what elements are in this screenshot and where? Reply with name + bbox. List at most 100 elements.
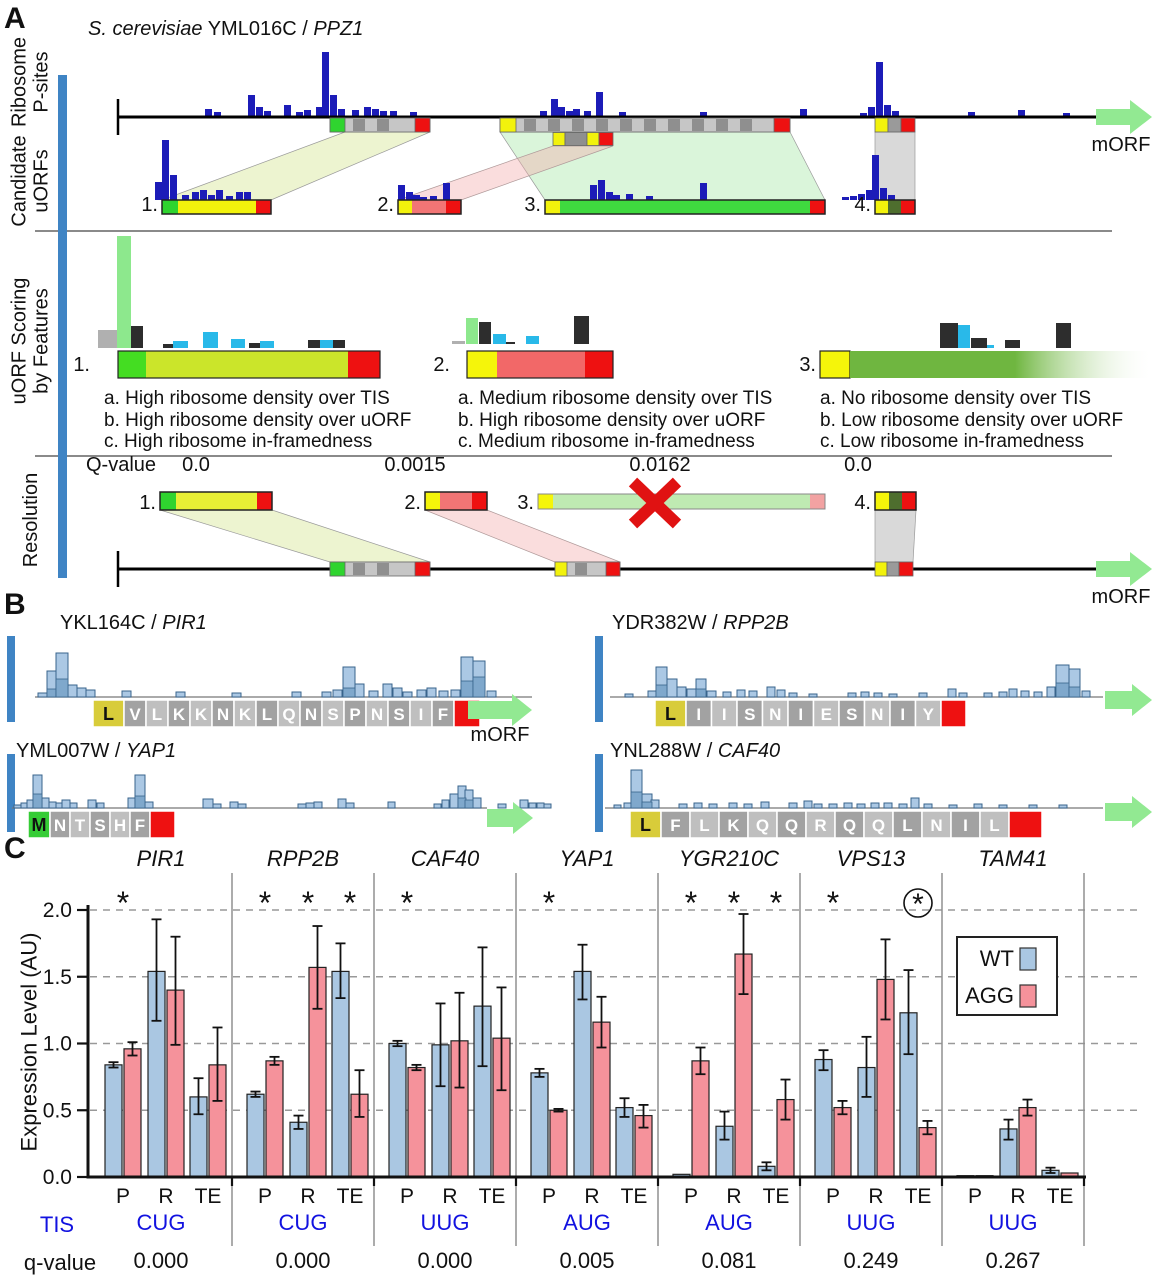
feature-line: b. Low ribosome density over uORF [820,409,1124,431]
svg-text:*: * [912,888,924,921]
svg-text:TAM41: TAM41 [978,846,1047,871]
svg-text:I: I [696,705,701,724]
gene-name: PIR1 [162,612,207,634]
feature-line: c. High ribosome in-framedness [104,431,373,452]
svg-text:R: R [584,1185,599,1208]
svg-text:I: I [963,816,968,835]
svg-text:TE: TE [1047,1185,1074,1208]
scoring-3-number: 3. [799,354,816,376]
svg-text:K: K [239,705,252,724]
svg-text:Q: Q [785,816,798,835]
svg-text:YAP1: YAP1 [559,846,614,871]
section-label-uorf-scoring: uORF Scoring by Features [8,277,53,405]
svg-text:V: V [129,705,141,724]
svg-text:S: S [94,816,105,835]
svg-text:PIR1: PIR1 [137,846,186,871]
svg-text:*: * [302,885,314,921]
section-label-resolution: Resolution [19,472,42,568]
svg-text:Q: Q [282,705,295,724]
svg-text:P: P [400,1185,414,1208]
svg-text:L: L [262,705,272,724]
gene-name: YAP1 [126,740,177,762]
scoring-2-number: 2. [433,354,450,376]
resolved-uorf-2-number: 2. [404,492,421,514]
svg-text:TE: TE [337,1185,364,1208]
section-label-candidate-uorfs: Candidate uORFs [8,135,53,227]
panel-b-label: B [4,588,26,621]
resolved-uorf-1-number: 1. [139,492,156,514]
svg-text:RPP2B: RPP2B [267,846,339,871]
qvalue-row-label: q-value [23,1250,97,1275]
candidate-uorf-2-number: 2. [377,194,394,216]
svg-text:0.5: 0.5 [43,1099,72,1122]
svg-text:*: * [344,885,356,921]
morf-label-panel-b: mORF [470,724,530,746]
svg-text:0.249: 0.249 [843,1248,898,1273]
candidate-uorf-4-number: 4. [854,194,871,216]
svg-text:TE: TE [621,1185,648,1208]
svg-text:L: L [152,705,162,724]
svg-text:0.000: 0.000 [133,1248,188,1273]
uorf-2-qvalue: 0.0015 [384,454,446,476]
svg-text:N: N [930,816,942,835]
y-axis-label: Expression Level (AU) [16,932,42,1152]
svg-text:*: * [770,885,782,921]
svg-text:F: F [670,816,680,835]
svg-text:*: * [728,885,740,921]
chart-legend: WT AGG [956,936,1058,1016]
svg-text:CUG: CUG [279,1210,328,1235]
svg-text:VPS13: VPS13 [837,846,906,871]
svg-text:L: L [699,816,709,835]
svg-text:S: S [393,705,404,724]
uorf-1-qvalue: 0.0 [182,454,210,476]
svg-text:1.5: 1.5 [43,966,72,989]
svg-text:R: R [158,1185,173,1208]
svg-text:I: I [419,705,424,724]
svg-text:L: L [902,816,912,835]
svg-text:L: L [665,704,676,724]
svg-text:M: M [32,815,47,835]
svg-text:P: P [968,1185,982,1208]
svg-text:*: * [827,885,839,921]
candidate-uorf-1-number: 1. [141,194,158,216]
svg-text:TE: TE [479,1185,506,1208]
svg-text:I: I [722,705,727,724]
ribosome-psites-track [116,52,1152,146]
svg-text:R: R [868,1185,883,1208]
svg-text:AGG: AGG [965,983,1014,1008]
scoring-3-features: a. No ribosome density over TIS b. Low r… [820,388,1123,453]
svg-text:I: I [900,705,905,724]
chart-text: PIR1 P * R TE CUG 0.000 RPP2B P * R * TE * CUG 0.000 CAF… [116,846,1073,1273]
systematic-name: YDR382W / [612,612,724,634]
gene-title: S. cerevisiae YML016C / PPZ1 [88,18,363,41]
panel-b-title-rpp2b: YDR382W / RPP2B [612,612,789,635]
uorf-3-qvalue: 0.0162 [629,454,691,476]
svg-text:P: P [116,1185,130,1208]
svg-text:AUG: AUG [563,1210,611,1235]
svg-text:*: * [685,885,697,921]
chart-error-bars [108,913,1056,1174]
feature-line: c. Low ribosome in-framedness [820,431,1084,452]
systematic-name: YKL164C / [60,612,163,634]
resolved-uorf-4-number: 4. [854,492,871,514]
svg-text:YGR210C: YGR210C [679,846,779,871]
systematic-name: YML007W / [16,740,127,762]
svg-text:0.000: 0.000 [417,1248,472,1273]
svg-text:Q: Q [843,816,856,835]
svg-text:N: N [371,705,383,724]
svg-text:N: N [305,705,317,724]
svg-text:0.005: 0.005 [559,1248,614,1273]
svg-text:TE: TE [195,1185,222,1208]
scoring-1-number: 1. [73,354,90,376]
resolution-track [116,477,1152,587]
svg-text:K: K [195,705,208,724]
feature-line: a. High ribosome density over TIS [104,388,390,409]
section-label-ribosome-psites: Ribosome P-sites [8,36,53,128]
svg-text:0.0: 0.0 [43,1166,72,1189]
gene-name: CAF40 [717,740,781,762]
